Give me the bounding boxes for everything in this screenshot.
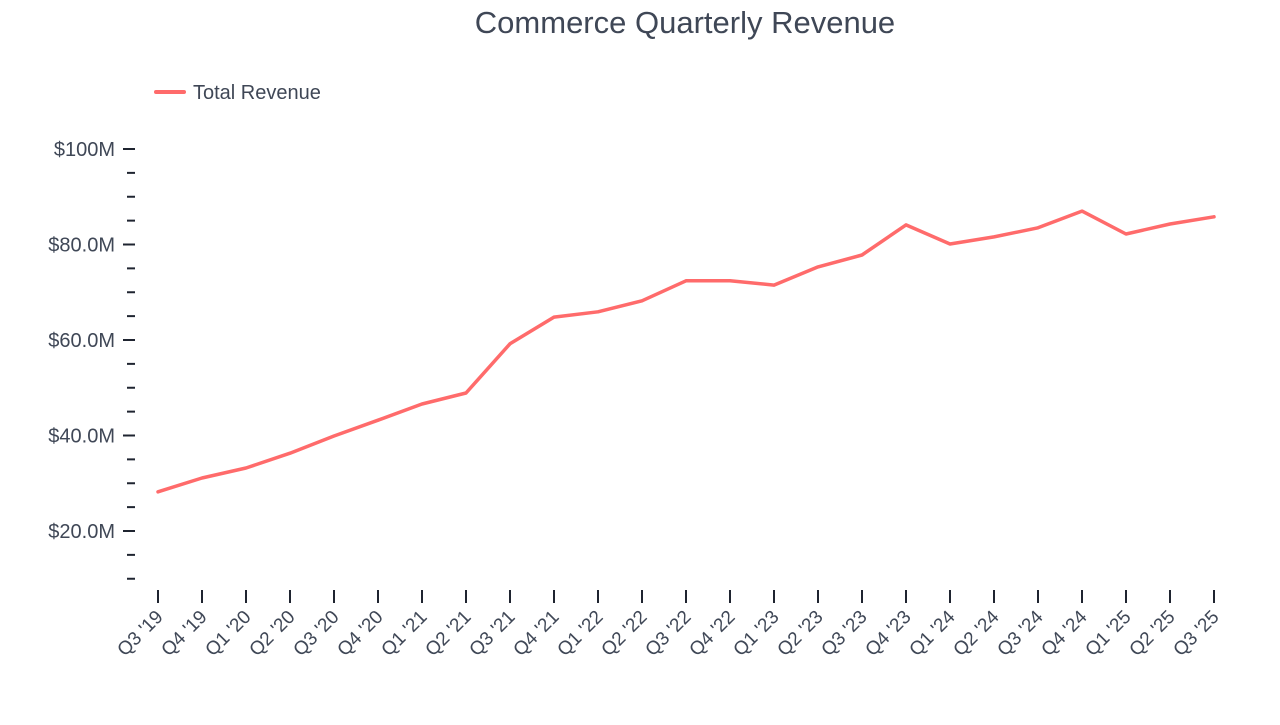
data-point xyxy=(200,476,204,480)
plot-area xyxy=(156,209,1216,494)
x-tick-label: Q3 '22 xyxy=(642,607,696,661)
legend-label: Total Revenue xyxy=(193,82,321,104)
data-point xyxy=(684,279,688,283)
x-tick-label: Q1 '20 xyxy=(202,607,256,661)
data-point xyxy=(948,242,952,246)
data-point xyxy=(1168,222,1172,226)
x-tick-label: Q3 '20 xyxy=(290,607,344,661)
data-point xyxy=(1212,215,1216,219)
data-point xyxy=(376,418,380,422)
y-axis: $20.0M $40.0M $60.0M $80.0M $100M xyxy=(48,139,135,580)
series-line-total-revenue xyxy=(156,209,1216,494)
x-tick-label: Q2 '21 xyxy=(422,607,476,661)
data-point xyxy=(728,279,732,283)
data-point xyxy=(156,490,160,494)
x-tick-label: Q1 '25 xyxy=(1082,607,1136,661)
data-point xyxy=(552,315,556,319)
x-tick-label: Q4 '21 xyxy=(510,607,564,661)
data-point xyxy=(1124,232,1128,236)
data-point xyxy=(816,265,820,269)
y-tick-label: $20.0M xyxy=(48,521,115,543)
chart-title: Commerce Quarterly Revenue xyxy=(475,5,895,40)
x-tick-label: Q2 '24 xyxy=(950,606,1004,660)
data-point xyxy=(860,253,864,257)
x-tick-label: Q2 '22 xyxy=(598,607,652,661)
data-point xyxy=(640,299,644,303)
x-tick-label: Q3 '25 xyxy=(1170,607,1224,661)
data-point xyxy=(464,391,468,395)
data-point xyxy=(420,402,424,406)
x-tick-label: Q1 '23 xyxy=(730,607,784,661)
y-tick-label: $80.0M xyxy=(48,235,115,257)
y-tick-label: $40.0M xyxy=(48,426,115,448)
x-tick-label: Q2 '20 xyxy=(246,607,300,661)
data-point xyxy=(244,466,248,470)
x-tick-label: Q4 '23 xyxy=(862,607,916,661)
x-tick-label: Q1 '22 xyxy=(554,607,608,661)
x-tick-label: Q3 '19 xyxy=(114,607,168,661)
x-tick-label: Q3 '21 xyxy=(466,607,520,661)
x-tick-label: Q1 '24 xyxy=(906,606,960,660)
data-point xyxy=(904,223,908,227)
legend: Total Revenue xyxy=(154,82,321,104)
x-tick-label: Q4 '24 xyxy=(1038,606,1092,660)
data-point xyxy=(772,283,776,287)
data-point xyxy=(288,451,292,455)
data-point xyxy=(992,235,996,239)
data-point xyxy=(508,342,512,346)
y-tick-label: $100M xyxy=(54,139,115,161)
x-tick-label: Q2 '25 xyxy=(1126,607,1180,661)
x-tick-label: Q1 '21 xyxy=(378,607,432,661)
data-point xyxy=(1036,226,1040,230)
x-tick-label: Q4 '20 xyxy=(334,607,388,661)
data-point xyxy=(1080,209,1084,213)
data-point xyxy=(332,434,336,438)
y-tick-label: $60.0M xyxy=(48,330,115,352)
data-point xyxy=(596,310,600,314)
x-tick-label: Q3 '23 xyxy=(818,607,872,661)
x-tick-label: Q2 '23 xyxy=(774,607,828,661)
x-tick-label: Q4 '22 xyxy=(686,607,740,661)
x-tick-label: Q4 '19 xyxy=(158,607,212,661)
x-tick-label: Q3 '24 xyxy=(994,606,1048,660)
